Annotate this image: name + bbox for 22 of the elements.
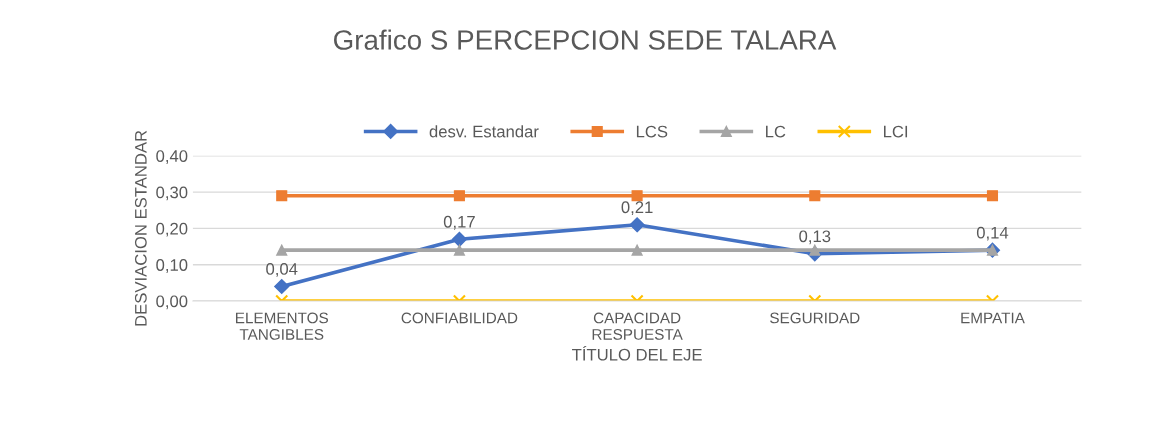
y-tick-label: 0,40 bbox=[156, 150, 188, 164]
x-axis-title: TÍTULO DEL EJE bbox=[572, 346, 702, 361]
x-tick-label: SEGURIDAD bbox=[770, 312, 860, 324]
legend-label: LC bbox=[766, 125, 786, 138]
y-tick-label: 0,20 bbox=[156, 222, 188, 237]
y-tick-label: 0,10 bbox=[156, 259, 188, 273]
y-tick-label: 0,30 bbox=[156, 186, 188, 201]
data-label: 0,04 bbox=[266, 263, 298, 277]
x-tick-label: CONFIABILIDAD bbox=[401, 312, 518, 324]
legend-label: LCS bbox=[636, 125, 668, 138]
data-label: 0,21 bbox=[621, 201, 653, 216]
x-tick-label: ELEMENTOS TANGIBLES bbox=[236, 312, 329, 340]
data-label: 0,13 bbox=[799, 230, 831, 245]
legend-label: LCI bbox=[884, 125, 908, 138]
legend-label: desv. Estandar bbox=[429, 125, 539, 138]
data-label: 0,14 bbox=[976, 226, 1009, 241]
chart-title: Grafico S PERCEPCION SEDE TALARA bbox=[334, 29, 837, 50]
x-tick-label: CAPACIDAD RESPUESTA bbox=[592, 312, 683, 340]
data-label: 0,17 bbox=[443, 215, 475, 230]
y-tick-label: 0,00 bbox=[156, 295, 188, 310]
y-axis-title: DESVIACION ESTANDAR bbox=[134, 130, 147, 326]
x-tick-label: EMPATIA bbox=[961, 312, 1025, 324]
